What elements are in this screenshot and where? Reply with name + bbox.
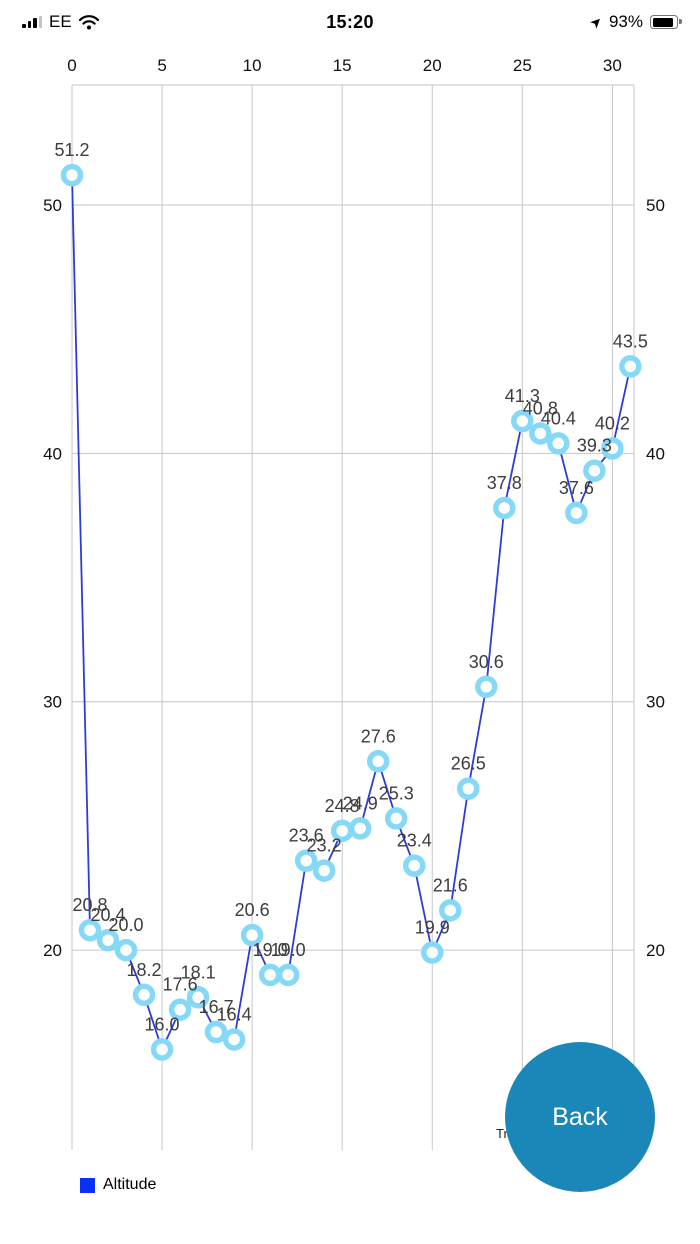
- data-point-marker: [565, 501, 588, 525]
- x-axis-tick-label: 20: [423, 56, 442, 75]
- data-point-label: 26.5: [451, 754, 486, 774]
- data-point-marker: [204, 1020, 228, 1044]
- y-axis-tick-label-right: 50: [646, 196, 665, 215]
- y-axis-tick-label-left: 20: [43, 941, 62, 960]
- legend-label: Altitude: [103, 1176, 157, 1193]
- data-point-label: 19.9: [415, 918, 450, 938]
- data-point-marker: [348, 817, 372, 840]
- y-axis-tick-label-left: 30: [43, 693, 62, 712]
- data-point-label: 41.3: [505, 386, 540, 406]
- wifi-icon: [78, 14, 99, 29]
- data-point-label: 16.4: [217, 1004, 252, 1024]
- data-point-label: 30.6: [469, 652, 504, 672]
- x-axis-tick-label: 30: [603, 56, 622, 75]
- data-point-label: 21.6: [433, 875, 468, 895]
- data-point-label: 39.3: [577, 436, 612, 456]
- data-point-marker: [60, 163, 84, 187]
- altitude-line: [71, 175, 632, 1052]
- data-point-label: 25.3: [379, 783, 414, 803]
- data-point-label: 23.4: [397, 831, 432, 851]
- status-bar-left: EE: [22, 12, 99, 32]
- data-point-marker: [493, 496, 516, 520]
- data-point-marker: [168, 998, 192, 1021]
- data-point-label: 37.8: [487, 473, 522, 493]
- x-axis-tick-label: 5: [157, 56, 166, 75]
- data-point-label: 18.2: [127, 960, 162, 980]
- data-point-label: 19.0: [253, 940, 288, 960]
- data-point-marker: [78, 918, 102, 942]
- status-bar-right: ➤ 93%: [586, 12, 682, 32]
- data-point-label: 20.4: [91, 905, 126, 925]
- data-point-marker: [186, 986, 210, 1009]
- data-point-label: 43.5: [613, 331, 648, 351]
- y-axis-tick-label-left: 40: [43, 444, 62, 463]
- data-point-label: 16.7: [199, 997, 234, 1017]
- data-point-label: 18.1: [181, 962, 216, 982]
- carrier-label: EE: [49, 12, 72, 31]
- cellular-signal-icon: [22, 16, 42, 28]
- y-axis-tick-label-left: 50: [43, 196, 62, 215]
- data-point-marker: [276, 963, 300, 987]
- data-point-marker: [457, 777, 480, 800]
- data-point-label: 23.2: [307, 836, 342, 856]
- data-point-label: 19.0: [271, 940, 306, 960]
- battery-percent-label: 93%: [608, 12, 643, 31]
- data-point-marker: [529, 422, 552, 445]
- data-point-label: 24.9: [343, 793, 378, 813]
- data-point-marker: [132, 983, 156, 1007]
- data-point-label: 40.8: [523, 398, 558, 418]
- data-point-label: 24.8: [325, 796, 360, 816]
- data-point-marker: [384, 807, 408, 830]
- data-point-label: 40.2: [595, 413, 630, 433]
- data-point-label: 23.6: [289, 826, 324, 846]
- data-point-marker: [439, 899, 462, 922]
- data-point-marker: [258, 963, 282, 987]
- data-point-marker: [294, 849, 318, 872]
- y-axis-tick-label-right: 20: [646, 941, 665, 960]
- data-point-marker: [475, 675, 498, 699]
- data-point-marker: [222, 1028, 246, 1051]
- data-point-marker: [366, 750, 390, 773]
- x-axis-tick-label: 15: [333, 56, 352, 75]
- data-point-marker: [421, 941, 444, 964]
- data-point-label: 51.2: [54, 140, 89, 160]
- data-point-label: 20.0: [109, 915, 144, 935]
- data-point-label: 37.6: [559, 478, 594, 498]
- data-point-marker: [114, 938, 138, 962]
- data-point-marker: [547, 432, 570, 455]
- data-point-marker: [402, 854, 426, 877]
- back-button[interactable]: Back: [505, 1042, 655, 1192]
- y-axis-tick-label-right: 30: [646, 693, 665, 712]
- data-point-marker: [240, 923, 264, 947]
- data-point-label: 40.4: [541, 408, 576, 428]
- chart-legend: Altitude: [80, 1176, 156, 1194]
- data-point-marker: [312, 859, 336, 882]
- data-point-marker: [511, 409, 534, 433]
- data-point-marker: [583, 459, 606, 482]
- x-axis-tick-label: 10: [243, 56, 262, 75]
- x-axis-tick-label: 0: [67, 56, 76, 75]
- data-point-marker: [601, 437, 624, 460]
- data-point-label: 20.8: [72, 895, 107, 915]
- data-point-label: 20.6: [235, 900, 270, 920]
- legend-color-swatch: [80, 1177, 95, 1193]
- data-point-label: 17.6: [163, 975, 198, 995]
- data-point-marker: [619, 355, 642, 378]
- data-point-marker: [96, 928, 120, 952]
- battery-icon: [650, 15, 682, 29]
- data-point-label: 27.6: [361, 726, 396, 746]
- data-point-label: 16.0: [145, 1014, 180, 1034]
- y-axis-tick-label-right: 40: [646, 444, 665, 463]
- data-point-marker: [150, 1038, 174, 1061]
- x-axis-title-fragment: Tr: [496, 1126, 508, 1141]
- x-axis-tick-label: 25: [513, 56, 532, 75]
